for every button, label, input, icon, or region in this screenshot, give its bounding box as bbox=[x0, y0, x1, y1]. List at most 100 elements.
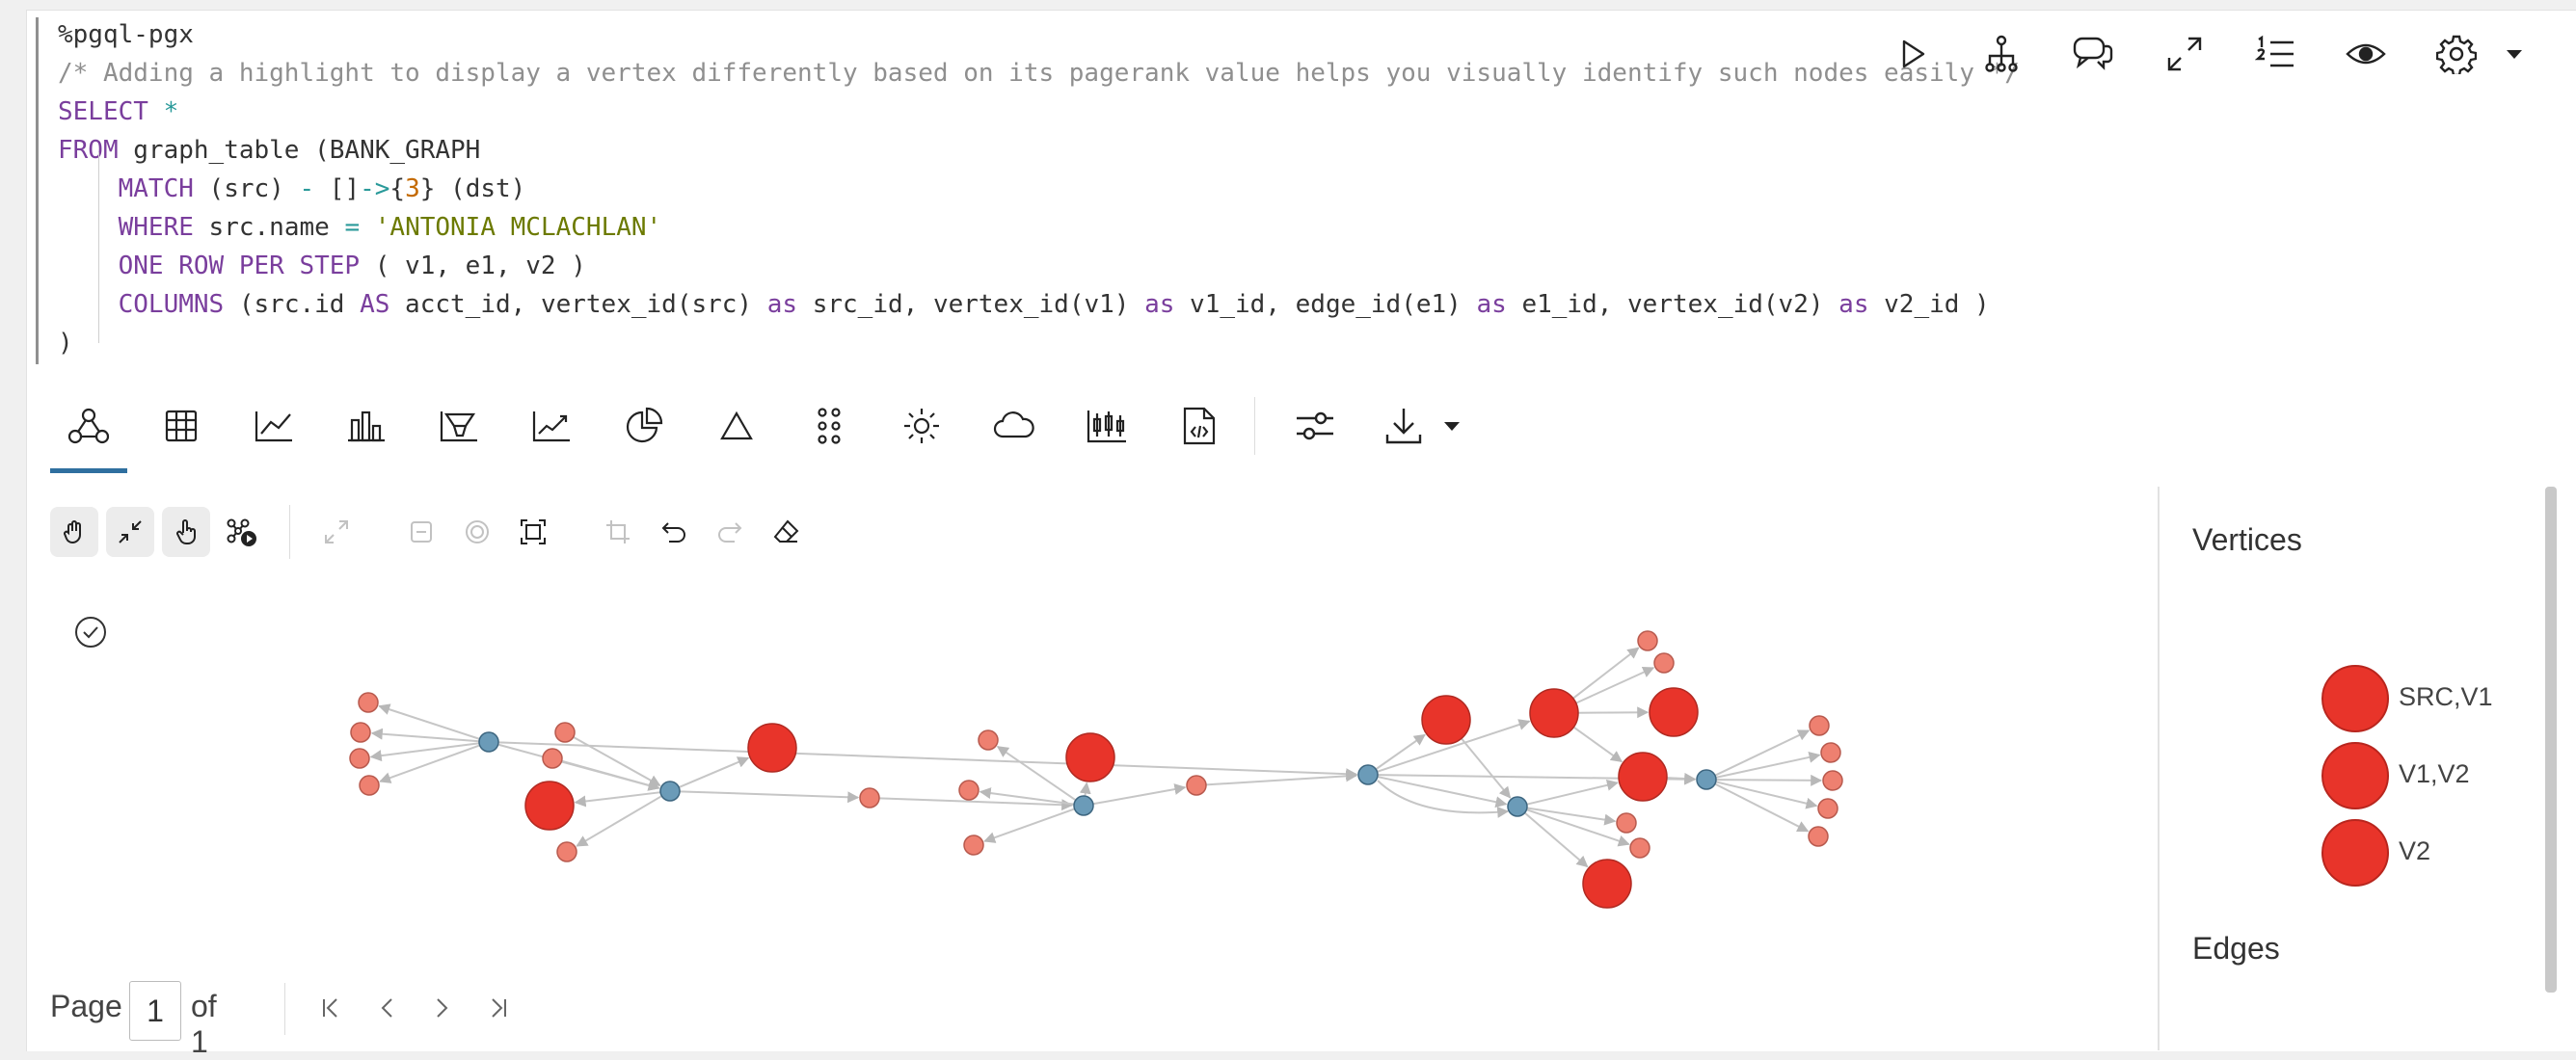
graph-edge[interactable] bbox=[1715, 781, 1818, 809]
graph-edge[interactable] bbox=[1715, 774, 1823, 786]
graph-edge[interactable] bbox=[369, 742, 480, 762]
graph-canvas[interactable] bbox=[0, 0, 2150, 964]
graph-vertex[interactable] bbox=[1817, 798, 1838, 819]
graph-edge[interactable] bbox=[1572, 726, 1623, 763]
hub-vertex[interactable] bbox=[1507, 796, 1528, 817]
selection-check-icon[interactable] bbox=[73, 615, 108, 649]
graph-vertex[interactable] bbox=[1822, 770, 1843, 791]
pie-chart-icon[interactable] bbox=[613, 397, 675, 455]
graph-icon[interactable] bbox=[58, 397, 120, 455]
graph-vertex[interactable] bbox=[1653, 652, 1675, 674]
graph-vertex[interactable] bbox=[556, 841, 577, 862]
graph-edge[interactable] bbox=[1577, 706, 1650, 719]
graph-vertex[interactable] bbox=[1820, 742, 1841, 763]
target-icon[interactable] bbox=[453, 507, 501, 557]
graph-edge[interactable] bbox=[996, 745, 1077, 802]
highlighted-vertex[interactable] bbox=[1582, 859, 1632, 909]
graph-vertex[interactable] bbox=[1186, 775, 1207, 796]
tree-icon[interactable] bbox=[1978, 31, 2025, 77]
graph-edge[interactable] bbox=[1666, 772, 1697, 784]
graph-edge[interactable] bbox=[1377, 719, 1531, 773]
hub-vertex[interactable] bbox=[478, 731, 499, 753]
line-chart-icon[interactable] bbox=[243, 397, 305, 455]
settings-sliders-icon[interactable] bbox=[1284, 397, 1346, 455]
graph-edge[interactable] bbox=[561, 759, 660, 791]
legend-scrollbar[interactable] bbox=[2545, 487, 2557, 993]
highlighted-vertex[interactable] bbox=[1421, 695, 1471, 745]
graph-vertex[interactable] bbox=[350, 722, 371, 743]
graph-vertex[interactable] bbox=[1616, 812, 1637, 834]
graph-edge[interactable] bbox=[1715, 751, 1821, 779]
highlighted-vertex[interactable] bbox=[1065, 732, 1115, 782]
graph-edge[interactable] bbox=[378, 703, 480, 740]
graph-edge[interactable] bbox=[679, 790, 860, 804]
graph-edge[interactable] bbox=[1079, 782, 1091, 797]
pan-icon[interactable] bbox=[50, 507, 98, 557]
fullscreen-icon[interactable] bbox=[312, 507, 361, 557]
graph-edge[interactable] bbox=[1377, 776, 1508, 808]
undo-icon[interactable] bbox=[650, 507, 698, 557]
graph-edge[interactable] bbox=[983, 808, 1075, 843]
graph-edge[interactable] bbox=[1575, 667, 1655, 704]
graph-edge[interactable] bbox=[1461, 737, 1512, 799]
next-page-icon[interactable] bbox=[424, 991, 459, 1025]
hub-vertex[interactable] bbox=[1073, 795, 1094, 816]
graph-vertex[interactable] bbox=[958, 780, 979, 801]
graph-vertex[interactable] bbox=[1637, 630, 1658, 651]
graph-edge[interactable] bbox=[379, 744, 480, 783]
graph-vertex[interactable] bbox=[1808, 826, 1829, 847]
graph-edge[interactable] bbox=[1092, 783, 1187, 806]
graph-edge[interactable] bbox=[574, 791, 661, 808]
fit-icon[interactable] bbox=[106, 507, 154, 557]
highlighted-vertex[interactable] bbox=[1618, 752, 1668, 802]
code-editor[interactable]: %pgql-pgx /* Adding a highlight to displ… bbox=[36, 17, 2020, 364]
boxplot-icon[interactable] bbox=[1076, 397, 1138, 455]
hub-vertex[interactable] bbox=[659, 781, 681, 802]
cloud-icon[interactable] bbox=[983, 397, 1045, 455]
gear-icon[interactable] bbox=[2433, 31, 2480, 77]
graph-vertex[interactable] bbox=[978, 729, 999, 751]
graph-vertex[interactable] bbox=[358, 692, 379, 713]
graph-vertex[interactable] bbox=[859, 787, 880, 808]
graph-edge[interactable] bbox=[1714, 782, 1810, 833]
graph-vertex[interactable] bbox=[349, 748, 370, 769]
graph-edge[interactable] bbox=[1375, 733, 1426, 771]
hub-vertex[interactable] bbox=[1696, 769, 1717, 790]
focus-box-icon[interactable] bbox=[509, 507, 557, 557]
run-icon[interactable] bbox=[1890, 31, 1936, 77]
bar-chart-icon[interactable] bbox=[335, 397, 397, 455]
graph-edge[interactable] bbox=[1205, 770, 1358, 786]
select-hand-icon[interactable] bbox=[162, 507, 210, 557]
graph-edge[interactable] bbox=[1572, 647, 1640, 700]
graph-edge[interactable] bbox=[1523, 811, 1589, 868]
table-icon[interactable] bbox=[150, 397, 212, 455]
graph-edge[interactable] bbox=[1526, 808, 1630, 847]
graph-edge[interactable] bbox=[1526, 807, 1617, 826]
graph-edge[interactable] bbox=[1526, 779, 1619, 806]
prev-page-icon[interactable] bbox=[370, 991, 405, 1025]
graph-vertex[interactable] bbox=[1629, 837, 1650, 859]
graph-edge[interactable] bbox=[573, 736, 661, 787]
numbered-list-icon[interactable] bbox=[2252, 31, 2298, 77]
graph-edge[interactable] bbox=[576, 795, 662, 847]
graph-vertex[interactable] bbox=[1809, 715, 1830, 736]
network-play-icon[interactable] bbox=[218, 507, 266, 557]
code-file-icon[interactable] bbox=[1168, 397, 1230, 455]
triangle-icon[interactable] bbox=[706, 397, 767, 455]
download-icon[interactable] bbox=[1373, 397, 1435, 455]
graph-vertex[interactable] bbox=[554, 722, 576, 743]
graph-vertex[interactable] bbox=[359, 775, 380, 796]
eye-icon[interactable] bbox=[2343, 31, 2389, 77]
highlighted-vertex[interactable] bbox=[1529, 688, 1579, 738]
dot-grid-icon[interactable] bbox=[798, 397, 860, 455]
hub-vertex[interactable] bbox=[1357, 764, 1379, 785]
comments-icon[interactable] bbox=[2069, 31, 2115, 77]
last-page-icon[interactable] bbox=[480, 991, 515, 1025]
redo-icon[interactable] bbox=[706, 507, 754, 557]
expand-icon[interactable] bbox=[2161, 31, 2208, 77]
graph-vertex[interactable] bbox=[542, 748, 563, 769]
trend-chart-icon[interactable] bbox=[521, 397, 582, 455]
eraser-icon[interactable] bbox=[762, 507, 810, 557]
graph-edge[interactable] bbox=[979, 787, 1075, 806]
highlighted-vertex[interactable] bbox=[524, 781, 575, 831]
